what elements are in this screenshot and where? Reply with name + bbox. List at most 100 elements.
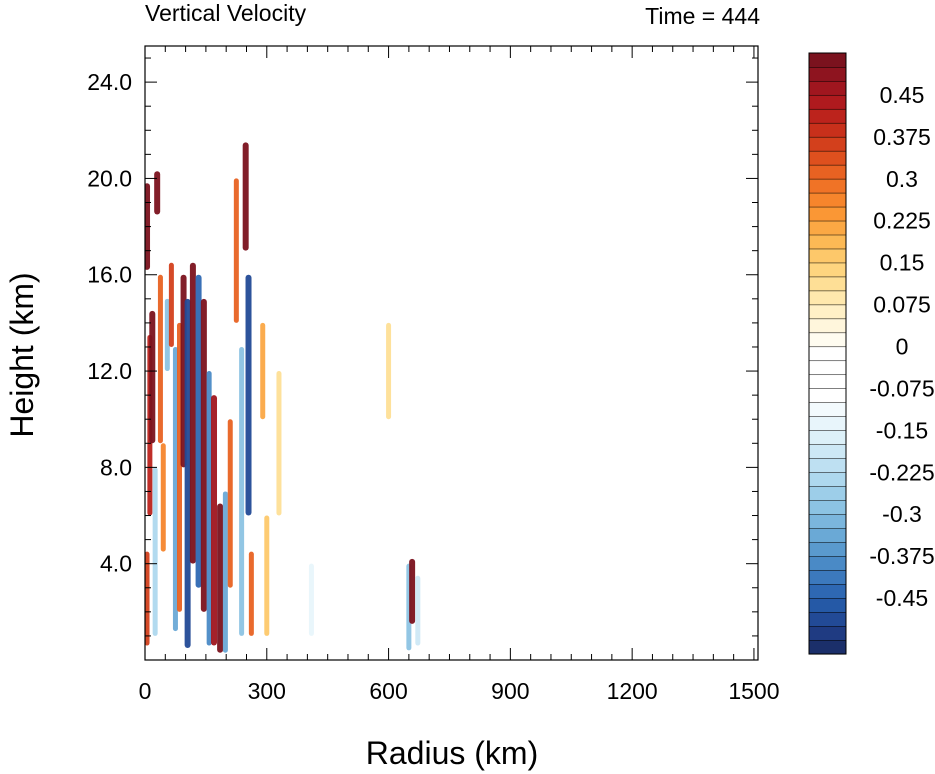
colorbar-box: [808, 220, 847, 236]
colorbar-box: [808, 486, 847, 501]
heatmap-cell: [308, 563, 314, 636]
colorbar-box: [808, 150, 847, 166]
axes: 0 300 600 900 1200 1500 4.0 8.0 12.0 16.0 20.0 24.0: [87, 45, 780, 704]
colorbar-box: [808, 318, 847, 334]
heatmap-cell: [172, 346, 178, 632]
colorbar-box: [808, 52, 847, 68]
heatmap-cell: [296, 226, 302, 323]
y-tick-label: 4.0: [100, 551, 132, 577]
x-tick-label: 1200: [607, 678, 658, 704]
colorbar-box: [808, 416, 847, 431]
heatmap-cell: [276, 371, 282, 516]
colorbar-box: [808, 346, 847, 362]
colorbar-label: 0.3: [886, 166, 918, 192]
colorbar-box: [808, 625, 847, 641]
colorbar-label: -0.3: [882, 501, 922, 527]
chart-subtitle: Time = 444: [645, 3, 760, 29]
heatmap-cell: [242, 142, 249, 251]
heatmap-cell: [211, 395, 218, 646]
colorbar-box: [808, 136, 847, 152]
heatmap-cell: [409, 558, 416, 624]
colorbar-box: [808, 304, 847, 320]
x-tick-label: 0: [139, 678, 152, 704]
colorbar-frame: [808, 52, 847, 655]
colorbar-box: [808, 597, 847, 613]
x-tick-label: 600: [369, 678, 407, 704]
colorbar-label: 0.075: [873, 292, 931, 318]
colorbar-box: [808, 527, 847, 543]
heatmap-cell: [415, 575, 421, 646]
y-tick-label: 24.0: [87, 69, 132, 95]
colorbar-box: [808, 611, 847, 627]
heatmap-cell: [149, 310, 156, 444]
x-axis-label: Radius (km): [366, 735, 538, 771]
heatmap-cell: [434, 322, 440, 396]
colorbar-box: [808, 541, 847, 557]
y-tick-label: 20.0: [87, 165, 132, 191]
colorbar-box: [808, 444, 847, 459]
colorbar-box: [808, 513, 847, 529]
heatmap-cell: [195, 274, 202, 588]
colorbar-box: [808, 178, 847, 194]
colorbar: -0.45 -0.375 -0.3 -0.225 -0.15 -0.075 0 0.075 0.…: [808, 52, 935, 655]
heatmap-cell: [499, 346, 505, 444]
heatmap-cell: [154, 171, 161, 215]
heatmap-cell: [206, 371, 212, 646]
heatmap-cell: [233, 178, 239, 323]
heatmap-cell: [248, 551, 254, 636]
heatmap-cell: [222, 491, 228, 653]
y-tick-label: 16.0: [87, 262, 132, 288]
heatmap-cell: [227, 419, 233, 588]
colorbar-box: [808, 290, 847, 306]
heatmap-cell: [239, 346, 245, 636]
plot-frame: [144, 45, 759, 661]
colorbar-box: [808, 80, 847, 96]
x-tick-label: 900: [491, 678, 529, 704]
heatmap-cell: [245, 274, 252, 516]
colorbar-box: [808, 234, 847, 250]
colorbar-box: [808, 206, 847, 222]
x-tick-label: 1500: [728, 678, 779, 704]
y-tick-label: 8.0: [100, 454, 132, 480]
colorbar-box: [808, 360, 847, 376]
colorbar-box: [808, 248, 847, 264]
colorbar-box: [808, 276, 847, 292]
x-tick-label: 300: [248, 678, 286, 704]
colorbar-box: [808, 500, 847, 515]
colorbar-box: [808, 164, 847, 180]
colorbar-label: 0.15: [880, 250, 925, 276]
heatmap-cell: [157, 274, 163, 444]
colorbar-box: [808, 402, 847, 417]
colorbar-box: [808, 458, 847, 473]
heatmap-cell: [145, 551, 150, 646]
colorbar-box: [808, 569, 847, 585]
heatmap-cell: [463, 371, 469, 540]
colorbar-box: [808, 555, 847, 571]
heatmap-cell: [327, 346, 333, 516]
colorbar-box: [808, 332, 847, 348]
plot-background: [145, 46, 758, 660]
colorbar-label: 0.225: [873, 208, 931, 234]
colorbar-label: 0: [896, 334, 909, 360]
colorbar-label: -0.45: [876, 585, 928, 611]
colorbar-label: -0.15: [876, 417, 928, 443]
colorbar-box: [808, 108, 847, 124]
colorbar-label: -0.375: [869, 543, 934, 569]
colorbar-box: [808, 94, 847, 110]
heatmap-cell: [189, 262, 196, 564]
y-axis-label: Height (km): [4, 272, 40, 437]
heatmap-cell: [264, 515, 270, 636]
colorbar-box: [808, 472, 847, 487]
colorbar-box: [808, 583, 847, 599]
colorbar-box: [808, 262, 847, 278]
heatmap-cell: [386, 322, 392, 420]
heatmap-plot: [145, 46, 758, 660]
colorbar-label: -0.075: [869, 375, 934, 401]
colorbar-box: [808, 122, 847, 138]
heatmap-cell: [184, 298, 191, 648]
heatmap-cell: [164, 298, 170, 372]
colorbar-box: [808, 66, 847, 82]
colorbar-box: [808, 374, 847, 389]
y-tick-label: 12.0: [87, 358, 132, 384]
